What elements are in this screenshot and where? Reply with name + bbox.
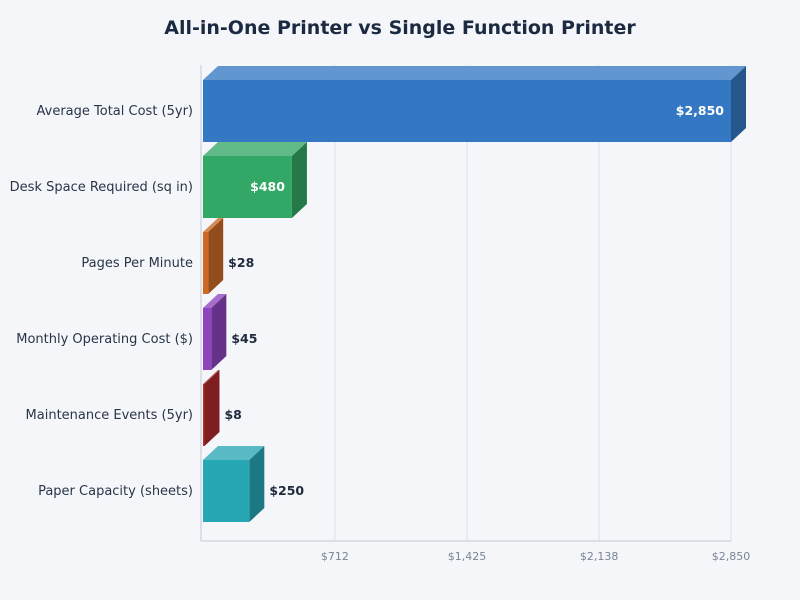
bar-top-face (203, 446, 265, 460)
bar-side-face (731, 66, 746, 142)
category-label: Monthly Operating Cost ($) (16, 332, 193, 347)
bar: $28 (203, 218, 254, 294)
bar-top-face (203, 142, 307, 156)
bar-side-face (249, 446, 265, 522)
bar-value-label: $28 (228, 255, 254, 270)
bar-front-face (203, 308, 212, 370)
category-label: Maintenance Events (5yr) (26, 408, 193, 423)
bar-front-face (203, 384, 205, 446)
bar: $250 (203, 446, 304, 522)
bar-value-label: $250 (269, 483, 304, 498)
bar-side-face (208, 218, 224, 294)
category-label: Desk Space Required (sq in) (10, 180, 193, 195)
chart-title: All-in-One Printer vs Single Function Pr… (164, 17, 636, 39)
category-label: Paper Capacity (sheets) (38, 484, 193, 499)
bar: $480 (203, 142, 307, 218)
bar-top-face (203, 294, 227, 308)
category-labels: Average Total Cost (5yr) Desk Space Requi… (10, 104, 193, 499)
bar-front-face (203, 232, 209, 294)
bar-front-face (203, 80, 731, 142)
bar-value-label: $2,850 (676, 103, 725, 118)
x-tick-label: $2,850 (712, 550, 751, 563)
bars: $2,850 $480 $28 $45 $8 $250 (203, 66, 746, 522)
bar-side-face (204, 370, 220, 446)
bar-top-face (203, 66, 746, 80)
bar-side-face (211, 294, 227, 370)
x-tick-labels: $712 $1,425 $2,138 $2,850 (321, 550, 750, 563)
bar: $45 (203, 294, 257, 370)
bar-front-face (203, 156, 292, 218)
category-label: Average Total Cost (5yr) (37, 104, 194, 119)
bar: $2,850 (203, 66, 746, 142)
axes (200, 65, 731, 542)
bar-front-face (203, 460, 250, 522)
bar-top-face (203, 370, 220, 384)
bar-value-label: $480 (250, 179, 285, 194)
bar-top-face (203, 218, 224, 232)
bar-side-face (291, 142, 307, 218)
x-tick-label: $712 (321, 550, 349, 563)
bar: $8 (203, 370, 242, 446)
grid (334, 65, 732, 541)
x-tick-label: $2,138 (580, 550, 619, 563)
bar-value-label: $45 (231, 331, 257, 346)
x-tick-label: $1,425 (448, 550, 487, 563)
category-label: Pages Per Minute (81, 256, 193, 271)
bar-value-label: $8 (224, 407, 241, 422)
